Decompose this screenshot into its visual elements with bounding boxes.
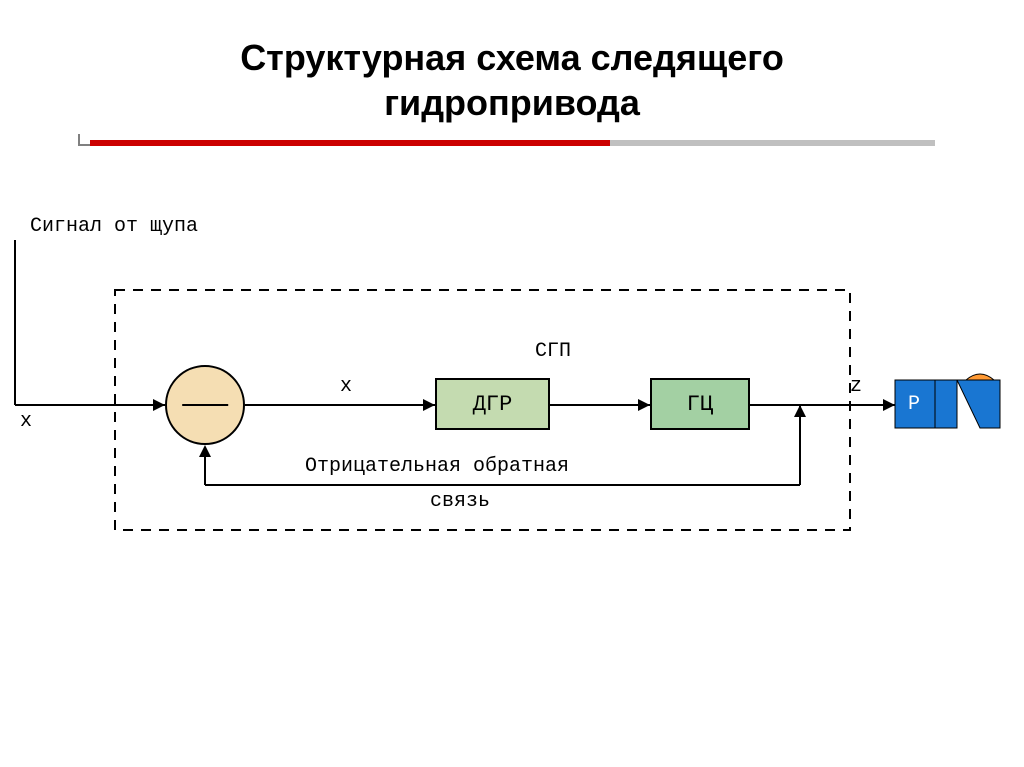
- sgp-label: СГП: [535, 340, 571, 363]
- input-var-label: x: [20, 410, 32, 433]
- feedback-label-1: Отрицательная обратная: [305, 455, 569, 478]
- block-diagram: Сигнал от щупа x: [0, 210, 1024, 610]
- gc-block: ГЦ: [650, 378, 750, 430]
- slide-title: Структурная схема следящего гидропривода: [0, 0, 1024, 125]
- output-var-label: z: [850, 375, 862, 398]
- dgr-block: ДГР: [435, 378, 550, 430]
- feedback-label-2: связь: [430, 490, 490, 513]
- underline-gray: [610, 140, 935, 146]
- underline-red: [90, 140, 610, 146]
- gc-label: ГЦ: [687, 392, 713, 417]
- p-block-label: Р: [908, 393, 920, 416]
- mid-var-label: x: [340, 375, 352, 398]
- summing-minus-line: [182, 404, 228, 406]
- underline-corner: [78, 134, 90, 146]
- summing-junction: [165, 365, 245, 445]
- title-line2: гидропривода: [0, 80, 1024, 125]
- title-line1: Структурная схема следящего: [0, 35, 1024, 80]
- dgr-label: ДГР: [473, 392, 513, 417]
